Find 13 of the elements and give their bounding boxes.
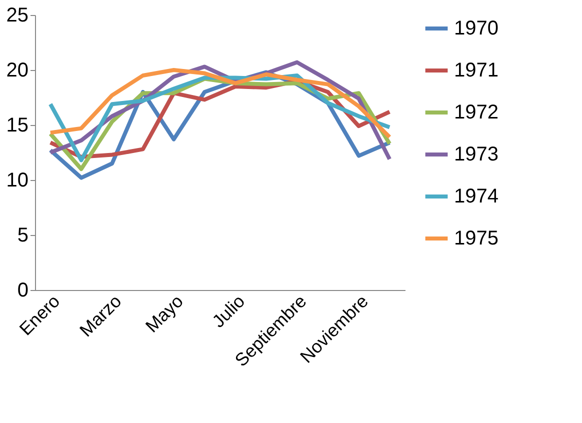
y-tick-label: 25 xyxy=(6,4,28,26)
y-tick-label: 5 xyxy=(17,224,28,246)
legend-label: 1975 xyxy=(454,228,498,250)
legend-label: 1972 xyxy=(454,102,498,124)
line-series xyxy=(48,68,392,140)
y-tick-label: 15 xyxy=(6,114,28,136)
legend-label: 1970 xyxy=(454,18,498,40)
y-tick-label: 20 xyxy=(6,60,28,82)
y-tick-label: 0 xyxy=(17,280,28,302)
y-tick-label: 10 xyxy=(6,170,28,192)
legend-label: 1971 xyxy=(454,60,498,82)
legend-label: 1974 xyxy=(454,186,498,208)
legend-label: 1973 xyxy=(454,144,498,166)
